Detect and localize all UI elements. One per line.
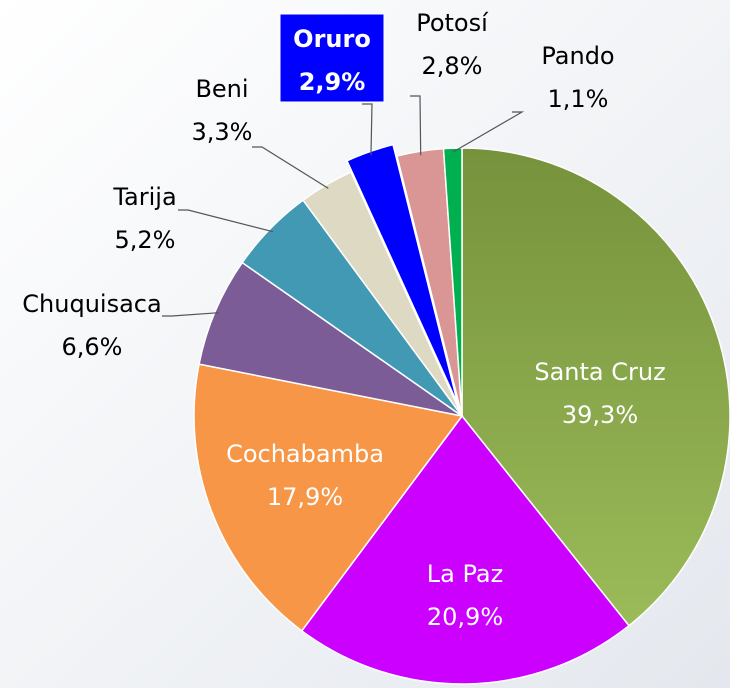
- pie-slice: [345, 143, 459, 405]
- leader-line: [452, 111, 525, 153]
- slice-label: Santa Cruz: [534, 358, 665, 386]
- slice-value: 39,3%: [562, 401, 638, 429]
- pie-slice: [300, 414, 630, 685]
- slice-value: 1,1%: [548, 85, 609, 113]
- pie-slice: [193, 363, 464, 632]
- slice-label: Beni: [195, 75, 248, 103]
- leader-line: [410, 95, 422, 156]
- slice-label: Cochabamba: [226, 440, 384, 468]
- leader-line: [162, 312, 220, 317]
- slice-label: La Paz: [427, 560, 503, 588]
- slice-value: 20,9%: [427, 603, 503, 631]
- slice-value: 6,6%: [62, 333, 123, 361]
- leader-line: [362, 103, 373, 156]
- slice-value: 17,9%: [267, 483, 343, 511]
- leader-line: [178, 209, 274, 233]
- pie-slice: [198, 261, 463, 417]
- slice-value: 3,3%: [192, 118, 253, 146]
- slice-value: 2,8%: [422, 52, 483, 80]
- slice-label: Potosí: [416, 9, 489, 37]
- slice-value: 5,2%: [115, 226, 176, 254]
- slice-label: Oruro: [293, 25, 371, 53]
- slice-label: Tarija: [112, 183, 176, 211]
- slice-label: Chuquisaca: [22, 290, 161, 318]
- pie-slice: [461, 147, 730, 627]
- pie-slice: [442, 147, 463, 417]
- pie-slice: [302, 171, 463, 417]
- label-box: [279, 13, 385, 103]
- slice-label: Pando: [541, 42, 614, 70]
- slice-value: 2,9%: [299, 68, 366, 96]
- leader-line: [252, 146, 329, 189]
